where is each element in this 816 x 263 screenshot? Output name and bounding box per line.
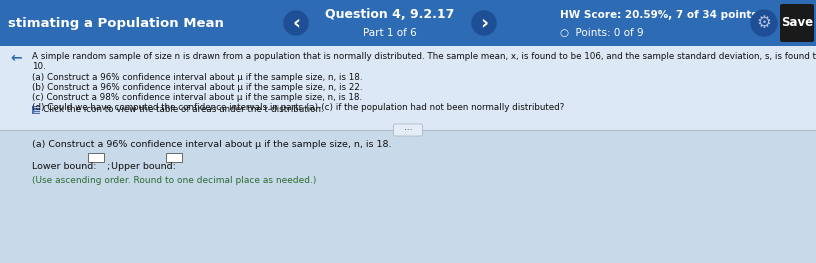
Text: ○  Points: 0 of 9: ○ Points: 0 of 9 (560, 28, 644, 38)
Text: Upper bound:: Upper bound: (111, 162, 176, 171)
Bar (0, 130, 816, 263)
Text: A simple random sample of size n is drawn from a population that is normally dis: A simple random sample of size n is draw… (32, 52, 816, 61)
Bar (0, 0, 816, 46)
Bar (166, 153, 182, 162)
Text: ←: ← (10, 51, 22, 65)
Text: stimating a Population Mean: stimating a Population Mean (8, 17, 224, 29)
Bar (88, 153, 104, 162)
Text: Part 1 of 6: Part 1 of 6 (363, 28, 417, 38)
Text: Question 4, 9.2.17: Question 4, 9.2.17 (326, 8, 455, 21)
Bar (32, 106, 40, 114)
Bar (0, 46, 816, 130)
Text: Lower bound:: Lower bound: (32, 162, 96, 171)
Text: ;: ; (106, 162, 109, 171)
Text: ⋯: ⋯ (404, 125, 412, 134)
Text: (a) Construct a 96% confidence interval about μ if the sample size, n, is 18.: (a) Construct a 96% confidence interval … (32, 140, 392, 149)
Text: Click the icon to view the table of areas under the t-distribution.: Click the icon to view the table of area… (43, 105, 324, 114)
Text: (a) Construct a 96% confidence interval about μ if the sample size, n, is 18.: (a) Construct a 96% confidence interval … (32, 73, 362, 82)
Circle shape (284, 11, 308, 35)
Text: (c) Construct a 98% confidence interval about μ if the sample size, n, is 18.: (c) Construct a 98% confidence interval … (32, 93, 362, 102)
FancyBboxPatch shape (780, 4, 814, 42)
Text: ‹: ‹ (292, 13, 300, 33)
Circle shape (751, 10, 777, 36)
Text: (d) Could we have computed the confidence intervals in parts (a)-(c) if the popu: (d) Could we have computed the confidenc… (32, 103, 565, 112)
Text: (b) Construct a 96% confidence interval about μ if the sample size, n, is 22.: (b) Construct a 96% confidence interval … (32, 83, 362, 92)
Text: Save: Save (781, 17, 813, 29)
Circle shape (472, 11, 496, 35)
Text: ›: › (480, 13, 488, 33)
Text: HW Score: 20.59%, 7 of 34 points: HW Score: 20.59%, 7 of 34 points (560, 10, 757, 20)
Text: (Use ascending order. Round to one decimal place as needed.): (Use ascending order. Round to one decim… (32, 176, 317, 185)
Text: 10.: 10. (32, 62, 46, 71)
FancyBboxPatch shape (393, 124, 423, 136)
Text: ⚙: ⚙ (756, 14, 771, 32)
